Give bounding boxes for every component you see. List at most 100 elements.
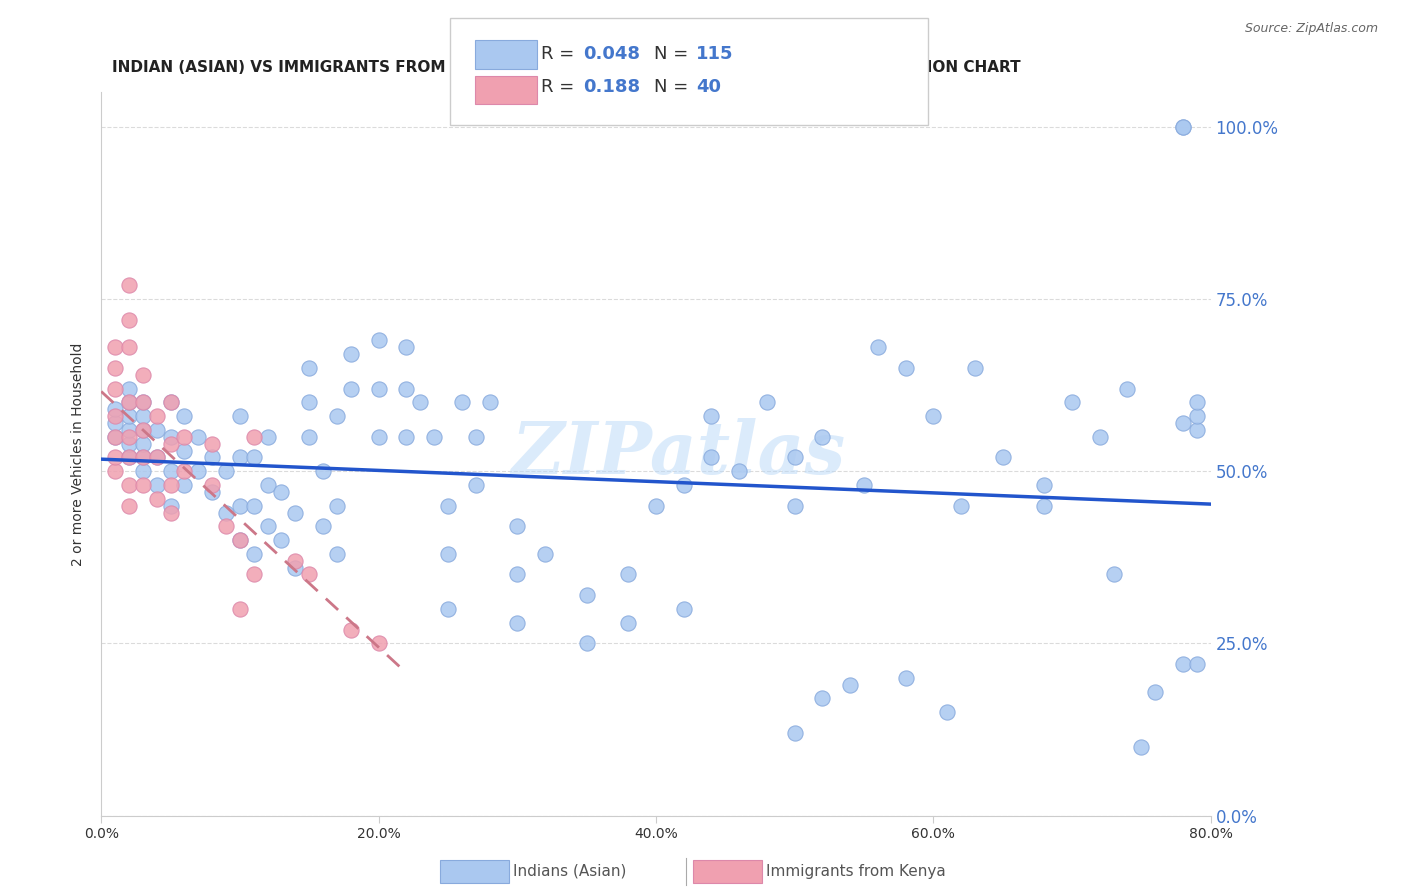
Point — [1033, 499, 1056, 513]
Point — [229, 499, 252, 513]
Point — [1144, 684, 1167, 698]
Point — [242, 567, 264, 582]
Point — [159, 464, 181, 478]
Point — [700, 409, 723, 423]
Point — [298, 395, 321, 409]
Point — [118, 478, 141, 492]
Point — [298, 430, 321, 444]
Point — [145, 450, 167, 465]
Point — [755, 395, 778, 409]
Point — [298, 567, 321, 582]
Point — [159, 430, 181, 444]
Point — [506, 615, 529, 630]
Point — [132, 423, 155, 437]
Point — [478, 395, 501, 409]
Point — [104, 464, 127, 478]
Point — [1033, 478, 1056, 492]
Point — [340, 382, 363, 396]
Point — [159, 395, 181, 409]
Point — [700, 450, 723, 465]
Point — [506, 519, 529, 533]
Point — [437, 602, 460, 616]
Point — [132, 395, 155, 409]
Point — [159, 499, 181, 513]
Point — [811, 691, 834, 706]
Point — [104, 450, 127, 465]
Point — [173, 464, 195, 478]
Point — [464, 430, 486, 444]
Text: 115: 115 — [696, 45, 734, 62]
Point — [132, 478, 155, 492]
Point — [1185, 423, 1208, 437]
Point — [950, 499, 973, 513]
Point — [159, 506, 181, 520]
Point — [1171, 120, 1194, 134]
Point — [783, 726, 806, 740]
Point — [256, 519, 278, 533]
Point — [575, 588, 598, 602]
Point — [132, 409, 155, 423]
Point — [852, 478, 875, 492]
Point — [132, 436, 155, 450]
Point — [201, 450, 224, 465]
Point — [866, 340, 889, 354]
Text: N =: N = — [654, 45, 688, 62]
Point — [118, 499, 141, 513]
Point — [229, 602, 252, 616]
Point — [118, 436, 141, 450]
Point — [617, 567, 640, 582]
Point — [437, 499, 460, 513]
Point — [1171, 416, 1194, 430]
Point — [159, 395, 181, 409]
Point — [340, 347, 363, 361]
Y-axis label: 2 or more Vehicles in Household: 2 or more Vehicles in Household — [72, 343, 86, 566]
Point — [575, 636, 598, 650]
Point — [118, 395, 141, 409]
Point — [132, 368, 155, 382]
Point — [145, 491, 167, 506]
Point — [326, 409, 349, 423]
Point — [1130, 739, 1153, 754]
Point — [118, 430, 141, 444]
Point — [132, 395, 155, 409]
Point — [118, 382, 141, 396]
Point — [464, 478, 486, 492]
Point — [1185, 395, 1208, 409]
Point — [132, 450, 155, 465]
Point — [437, 547, 460, 561]
Point — [284, 560, 307, 574]
Point — [104, 430, 127, 444]
Point — [617, 615, 640, 630]
Point — [118, 340, 141, 354]
Point — [118, 278, 141, 293]
Point — [159, 478, 181, 492]
Point — [395, 430, 418, 444]
Point — [187, 430, 209, 444]
Point — [839, 678, 862, 692]
Point — [118, 312, 141, 326]
Point — [506, 567, 529, 582]
Point — [1171, 657, 1194, 671]
Point — [326, 547, 349, 561]
Point — [145, 409, 167, 423]
Text: R =: R = — [541, 45, 575, 62]
Point — [201, 484, 224, 499]
Point — [963, 360, 986, 375]
Point — [936, 705, 959, 719]
Point — [215, 519, 238, 533]
Point — [104, 416, 127, 430]
Point — [145, 450, 167, 465]
Point — [201, 478, 224, 492]
Point — [104, 430, 127, 444]
Point — [118, 450, 141, 465]
Point — [118, 409, 141, 423]
Text: 0.048: 0.048 — [583, 45, 641, 62]
Point — [201, 436, 224, 450]
Point — [104, 360, 127, 375]
Text: N =: N = — [654, 78, 688, 96]
Point — [270, 484, 292, 499]
Point — [242, 430, 264, 444]
Point — [1185, 409, 1208, 423]
Point — [423, 430, 446, 444]
Point — [1102, 567, 1125, 582]
